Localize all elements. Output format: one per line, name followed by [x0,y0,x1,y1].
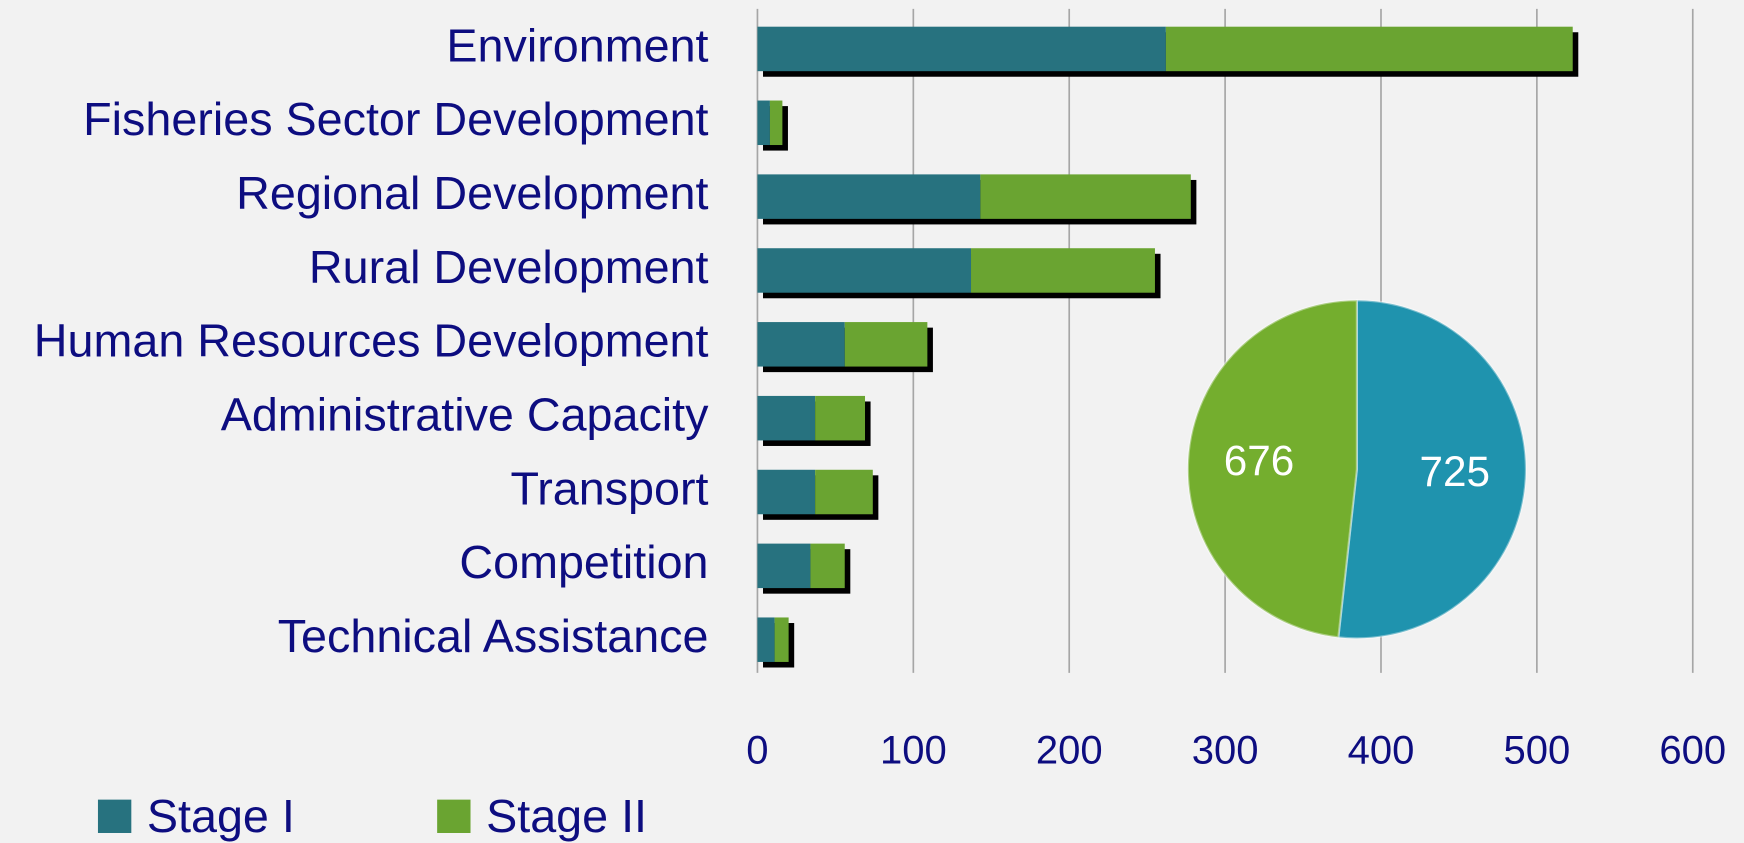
bar [980,174,1191,219]
bar [769,100,783,146]
x-tick-label: 0 [746,728,768,772]
legend-swatch [437,799,471,833]
bar [810,543,845,589]
y-tick-label: Human Resources Development [34,315,709,367]
x-tick-label: 600 [1659,728,1726,772]
pie-label: 676 [1224,437,1295,484]
bar [757,322,845,367]
bar [757,543,811,589]
bar [815,469,873,515]
pie-slice [1337,299,1528,640]
bar [757,617,775,662]
y-tick-label: Regional Development [236,167,708,219]
bar [774,617,789,662]
y-tick-label: Transport [510,462,708,514]
y-tick-label: Environment [446,19,708,71]
y-tick-label: Administrative Capacity [221,389,709,441]
y-tick-label: Technical Assistance [278,610,709,662]
bar [757,395,816,441]
y-tick-label: Rural Development [309,241,709,293]
bar [757,469,816,515]
x-tick-label: 400 [1348,728,1415,772]
pie-label: 725 [1420,448,1491,495]
x-tick-label: 200 [1036,728,1103,772]
x-tick-label: 300 [1192,728,1259,772]
bar [1165,26,1573,72]
bar [971,248,1155,293]
legend-label: Stage II [486,790,647,842]
pie-slice [1186,299,1359,639]
legend-swatch [97,799,132,833]
bar [757,100,770,146]
y-tick-label: Competition [459,536,708,588]
legend-label: Stage I [147,790,295,842]
bar [757,26,1166,72]
x-tick-label: 100 [880,728,947,772]
bar [815,395,866,441]
bar [844,322,928,367]
x-tick-label: 500 [1503,728,1570,772]
bar [757,248,972,293]
bar [757,174,981,219]
y-tick-label: Fisheries Sector Development [83,93,708,145]
